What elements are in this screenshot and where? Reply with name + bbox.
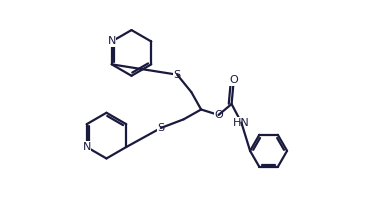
Text: S: S [157,123,164,133]
Text: O: O [229,75,238,85]
Text: O: O [214,110,223,120]
Text: N: N [108,37,116,46]
Text: N: N [82,142,91,152]
Text: HN: HN [233,118,250,127]
Text: S: S [174,70,181,80]
